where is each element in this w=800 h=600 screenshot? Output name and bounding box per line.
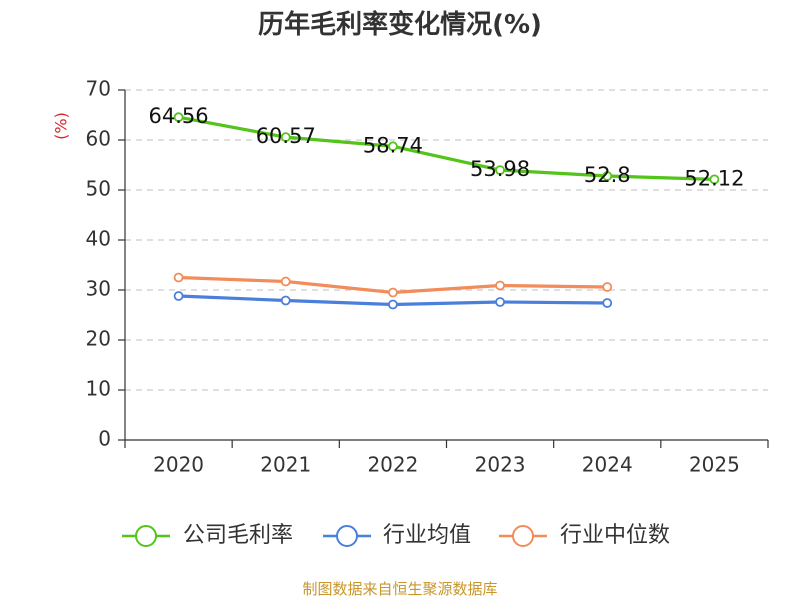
y-tick-label-40: 40 (86, 227, 111, 251)
data-label-2020: 64.56 (149, 104, 209, 128)
data-label-2024: 52.8 (584, 163, 631, 187)
point-s0-2022 (388, 141, 398, 152)
point-s0-2024 (602, 171, 613, 181)
point-s1-2023 (495, 297, 505, 307)
chart-title: 历年毛利率变化情况(%) (258, 10, 542, 40)
y-tick-label-50: 50 (86, 177, 111, 201)
y-tick-label-10: 10 (86, 377, 111, 401)
point-s1-2024 (602, 298, 613, 308)
source-note: 制图数据来自恒生聚源数据库 (302, 580, 498, 598)
series-line-0 (178, 115, 715, 181)
series-lines (173, 112, 720, 310)
x-tick-label-2023: 2023 (475, 453, 526, 477)
point-s0-2023 (495, 165, 505, 176)
x-tick-label-2025: 2025 (689, 453, 740, 477)
point-s0-2025 (709, 174, 720, 185)
axes: 0 10 20 30 40 50 60 70 2020 2021 2022 2023 2024 2025 (86, 77, 769, 477)
y-tick-label-30: 30 (86, 277, 111, 301)
legend-marker-1 (336, 525, 358, 547)
y-tick-label-60: 60 (86, 127, 111, 151)
point-s2-2024 (602, 282, 613, 292)
point-s0-2020 (173, 112, 184, 123)
legend: 公司毛利率 行业均值 行业中位数 (122, 523, 670, 548)
data-label-2022: 58.74 (363, 133, 423, 157)
data-label-2023: 53.98 (470, 157, 530, 181)
data-labels: 64.56 60.57 58.74 53.98 52.8 52.12 (149, 104, 745, 190)
point-s0-2021 (280, 132, 291, 143)
x-tick-label-2024: 2024 (582, 453, 633, 477)
x-tick-label-2021: 2021 (260, 453, 311, 477)
y-tick-label-20: 20 (86, 327, 111, 351)
x-tick-label-2022: 2022 (367, 453, 418, 477)
legend-label-0: 公司毛利率 (183, 523, 293, 548)
point-s2-2023 (495, 280, 505, 291)
legend-marker-2 (512, 525, 534, 547)
legend-marker-0 (135, 525, 157, 547)
point-s2-2020 (173, 272, 184, 283)
legend-label-2: 行业中位数 (560, 523, 670, 548)
point-s1-2022 (388, 299, 398, 310)
data-label-2025: 52.12 (684, 166, 744, 190)
point-s1-2021 (280, 295, 291, 306)
y-tick-label-0: 0 (98, 427, 111, 451)
point-s2-2021 (280, 276, 291, 287)
legend-label-1: 行业均值 (383, 523, 471, 548)
y-tick-label-70: 70 (86, 77, 111, 101)
point-s1-2020 (173, 291, 184, 301)
point-s2-2022 (388, 287, 398, 298)
data-label-2021: 60.57 (256, 124, 316, 148)
x-tick-label-2020: 2020 (153, 453, 204, 477)
grid-lines (125, 89, 768, 391)
y-axis-label: (%) (52, 112, 71, 140)
